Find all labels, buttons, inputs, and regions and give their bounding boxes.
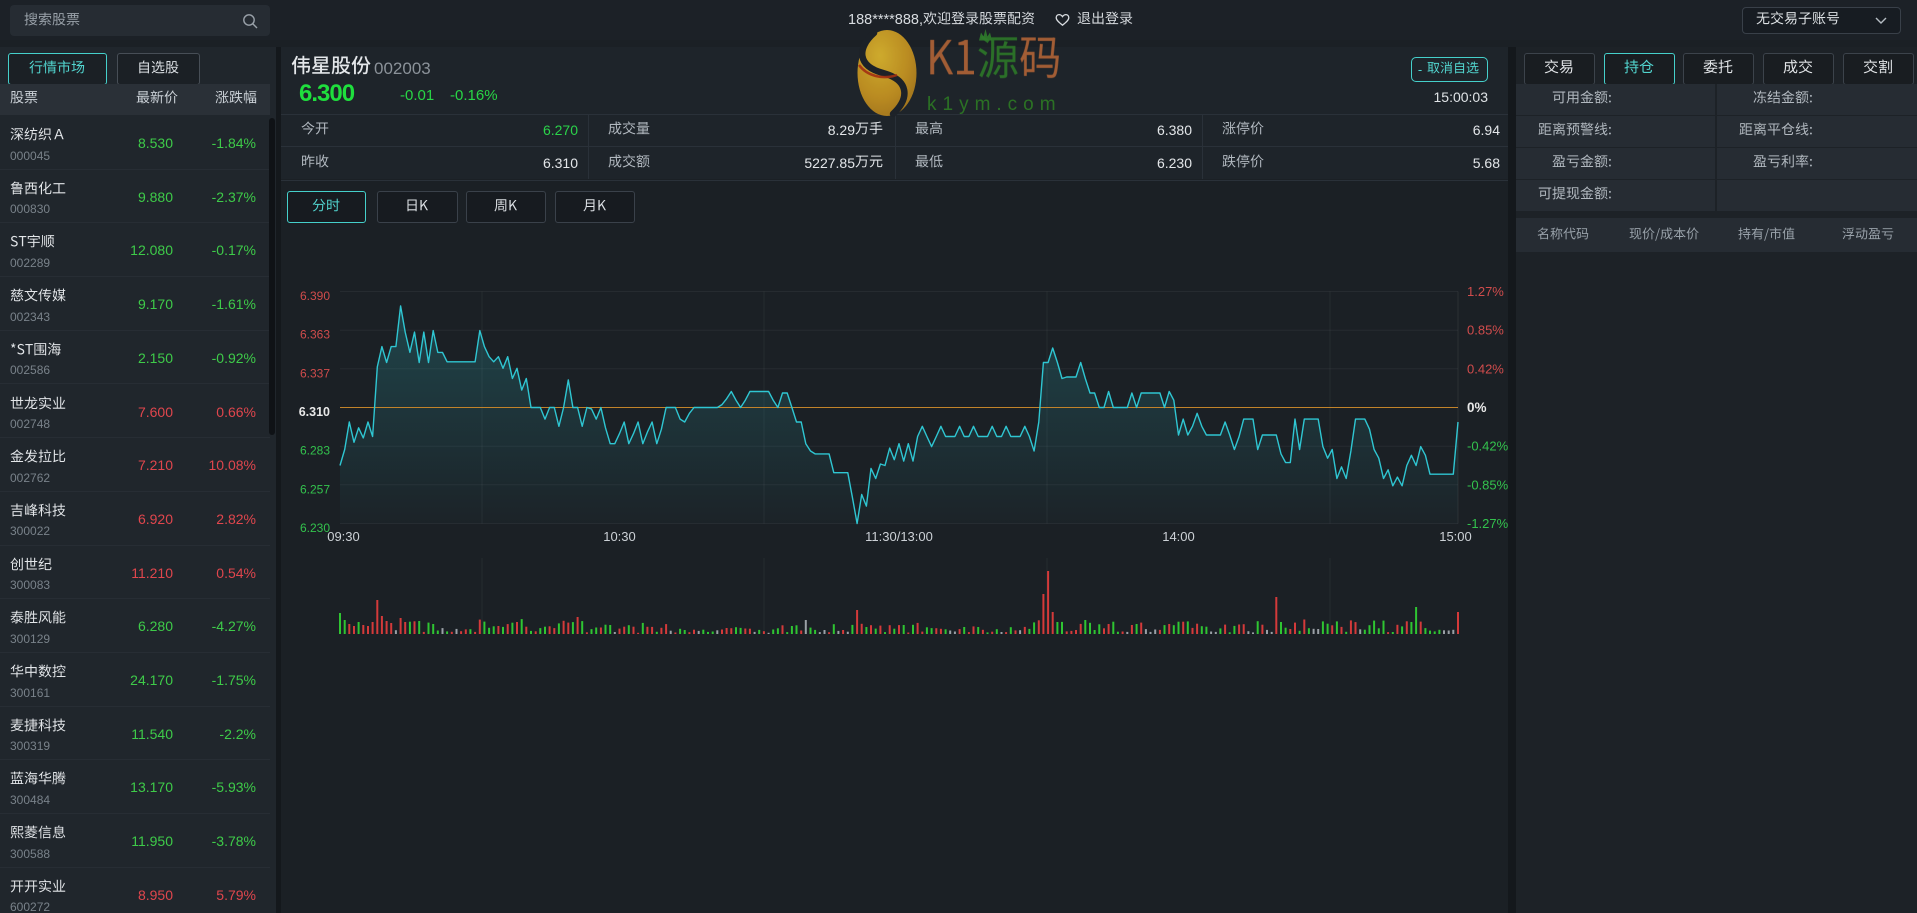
svg-text:6.283: 6.283 xyxy=(300,444,330,458)
svg-text:-1.27%: -1.27% xyxy=(1467,516,1508,531)
svg-text:1.27%: 1.27% xyxy=(1467,284,1504,299)
svg-text:0%: 0% xyxy=(1467,400,1487,415)
svg-text:6.390: 6.390 xyxy=(300,289,330,303)
svg-text:6.310: 6.310 xyxy=(299,405,330,419)
svg-text:0.42%: 0.42% xyxy=(1467,361,1504,376)
svg-text:10:30: 10:30 xyxy=(603,529,636,544)
svg-text:6.337: 6.337 xyxy=(300,366,330,380)
svg-text:6.230: 6.230 xyxy=(300,521,330,535)
svg-text:6.257: 6.257 xyxy=(300,482,330,496)
svg-text:09:30: 09:30 xyxy=(327,529,360,544)
svg-text:0.85%: 0.85% xyxy=(1467,323,1504,338)
svg-text:-0.85%: -0.85% xyxy=(1467,477,1508,492)
svg-text:6.363: 6.363 xyxy=(300,328,330,342)
svg-text:11:30/13:00: 11:30/13:00 xyxy=(865,529,933,544)
svg-text:15:00: 15:00 xyxy=(1439,529,1472,544)
svg-text:14:00: 14:00 xyxy=(1162,529,1195,544)
svg-text:-0.42%: -0.42% xyxy=(1467,439,1508,454)
